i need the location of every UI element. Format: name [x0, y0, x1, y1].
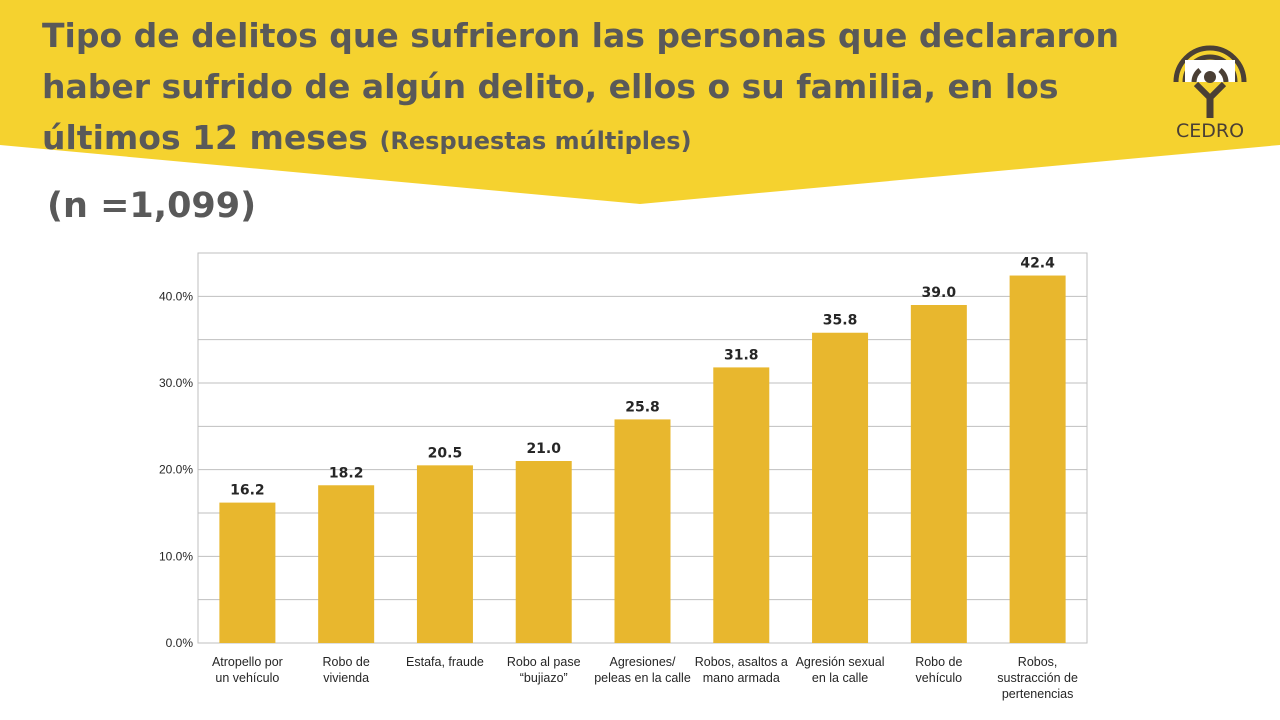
x-tick-label: Robos, asaltos a mano armada — [695, 655, 788, 685]
y-tick-label: 10.0% — [159, 549, 193, 563]
x-tick-label-line: Robo al pase — [507, 655, 581, 669]
x-tick-label: Atropello por un vehículo — [212, 655, 283, 685]
x-tick-label-line: mano armada — [703, 671, 780, 685]
x-tick-label: Robos, sustracción de pertenencias — [997, 655, 1078, 701]
y-tick-label: 40.0% — [159, 289, 193, 303]
bar — [614, 419, 671, 643]
bar — [1009, 275, 1066, 643]
x-tick-label: Robo al pase “bujiazo” — [507, 655, 581, 685]
x-tick-label-line: en la calle — [812, 671, 868, 685]
page-title: Tipo de delitos que sufrieron las person… — [42, 10, 1152, 167]
title-text: Tipo de delitos que sufrieron las person… — [42, 16, 1119, 157]
x-tick-label: Robo de vivienda — [323, 655, 370, 685]
data-label: 20.5 — [428, 445, 463, 461]
header-banner — [0, 0, 1280, 204]
data-label: 35.8 — [823, 313, 858, 329]
y-tick-label: 0.0% — [166, 636, 194, 650]
x-tick-label-line: pertenencias — [1002, 687, 1074, 701]
x-tick-label-line: sustracción de — [997, 671, 1078, 685]
bar — [219, 502, 276, 643]
x-tick-label-line: Estafa, fraude — [406, 655, 484, 669]
bar — [515, 461, 572, 643]
x-tick-label: Agresión sexual en la calle — [796, 655, 885, 685]
x-tick-label-line: peleas en la calle — [594, 671, 691, 685]
banner-shape — [0, 0, 1280, 204]
y-tick-label: 20.0% — [159, 463, 193, 477]
x-tick-label-line: vehículo — [916, 671, 963, 685]
x-tick-label: Agresiones/peleas en la calle — [594, 655, 691, 685]
x-tick-label-line: un vehículo — [215, 671, 279, 685]
sample-size-label: (n =1,099) — [47, 186, 257, 226]
data-label: 25.8 — [625, 399, 660, 415]
data-label: 18.2 — [329, 465, 364, 481]
title-suffix: (Respuestas múltiples) — [379, 127, 692, 155]
bar — [713, 367, 770, 643]
x-tick-label-line: Agresión sexual — [796, 655, 885, 669]
data-label: 16.2 — [230, 483, 265, 499]
x-tick-label: Robo de vehículo — [915, 655, 962, 685]
bar — [910, 305, 967, 643]
data-label: 42.4 — [1020, 256, 1055, 272]
bar — [416, 465, 473, 643]
x-tick-label-line: vivienda — [323, 671, 369, 685]
data-label: 39.0 — [922, 285, 957, 301]
x-tick-label-line: Robo de — [915, 655, 962, 669]
data-label: 31.8 — [724, 347, 759, 363]
bar — [318, 485, 375, 643]
x-tick-label-line: Agresiones/ — [609, 655, 676, 669]
bar — [812, 332, 869, 643]
data-label: 21.0 — [526, 441, 561, 457]
x-tick-label-line: Atropello por — [212, 655, 283, 669]
x-tick-label-line: Robos, — [1018, 655, 1058, 669]
y-tick-label: 30.0% — [159, 376, 193, 390]
logo-text: CEDRO — [1176, 120, 1244, 142]
x-tick-label: Estafa, fraude — [406, 655, 484, 669]
cedro-logo: CEDRO — [1173, 45, 1247, 142]
x-tick-label-line: “bujiazo” — [520, 671, 568, 685]
x-tick-label-line: Robo de — [323, 655, 370, 669]
x-tick-label-line: Robos, asaltos a — [695, 655, 788, 669]
